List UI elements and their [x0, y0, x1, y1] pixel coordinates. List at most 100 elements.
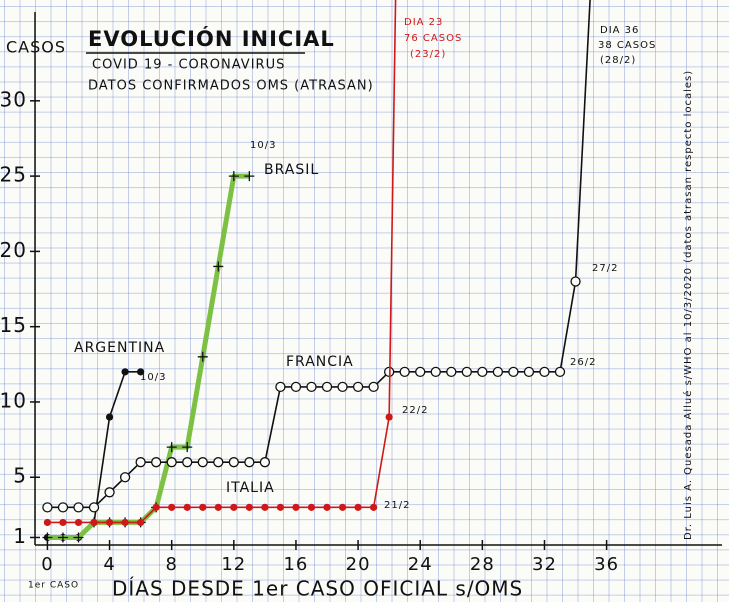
x-tick-label: 16	[283, 554, 308, 575]
point	[197, 351, 208, 362]
point	[306, 381, 317, 393]
annotation: 21/2	[384, 500, 410, 511]
x-origin-label: 1er CASO	[28, 581, 79, 591]
point	[183, 503, 191, 511]
annotation: (28/2)	[600, 55, 636, 66]
point	[492, 366, 504, 377]
x-tick-label: 4	[103, 554, 115, 575]
point	[59, 518, 67, 527]
series-line	[47, 0, 591, 509]
y-tick-label: 10	[0, 388, 27, 412]
point	[461, 366, 472, 377]
point	[121, 518, 129, 527]
point	[228, 171, 239, 182]
point	[523, 366, 535, 377]
x-tick-label: 12	[221, 554, 246, 575]
chart-subtitle: COVID 19 - CORONAVIRUS	[92, 58, 285, 73]
annotation: DIA 23	[404, 17, 443, 28]
point	[307, 503, 316, 511]
point	[321, 381, 333, 393]
point	[292, 503, 300, 511]
annotation: 38 CASOS	[598, 40, 656, 51]
point	[135, 457, 146, 468]
point	[137, 368, 145, 376]
plot-area	[42, 0, 591, 543]
x-axis-label: DÍAS DESDE 1er CASO OFICIAL s/OMS	[112, 577, 523, 601]
x-tick-label: 32	[532, 554, 557, 575]
point	[370, 503, 378, 511]
point	[57, 502, 69, 513]
point	[105, 413, 114, 421]
point	[105, 518, 114, 527]
annotation: 10/3	[140, 372, 166, 383]
point	[570, 276, 581, 287]
point	[104, 487, 115, 498]
point	[73, 532, 84, 543]
point	[290, 381, 302, 393]
x-tick-label: 8	[165, 554, 177, 575]
y-tick-label: 25	[0, 163, 27, 187]
point	[399, 366, 410, 377]
chart-note: DATOS CONFIRMADOS OMS (ATRASAN)	[88, 79, 374, 94]
point	[245, 503, 253, 511]
point	[446, 366, 457, 377]
point	[430, 366, 441, 377]
y-tick-label: 15	[0, 313, 27, 337]
point	[508, 366, 519, 377]
point	[261, 503, 269, 511]
x-tick-label: 28	[470, 554, 495, 575]
point	[276, 503, 285, 511]
point	[166, 457, 177, 468]
x-tick-label: 20	[346, 554, 371, 575]
point	[275, 381, 286, 393]
point	[57, 532, 68, 543]
point	[90, 518, 98, 527]
series-line	[47, 173, 250, 540]
point	[213, 457, 224, 468]
point	[415, 366, 426, 377]
series-label: BRASIL	[264, 162, 319, 178]
point	[151, 457, 162, 468]
point	[368, 381, 379, 393]
point	[88, 502, 100, 513]
point	[338, 503, 347, 511]
point	[228, 457, 239, 468]
point	[73, 502, 84, 513]
point	[74, 518, 83, 527]
side-note: Dr. Luis A. Quesada Allué s/WHO al 10/3/…	[682, 70, 694, 540]
series-line	[47, 371, 141, 539]
point	[244, 171, 255, 182]
point	[168, 503, 176, 511]
point	[166, 442, 177, 453]
annotation: 22/2	[402, 405, 428, 416]
chart-title: EVOLUCIÓN INICIAL	[88, 26, 335, 51]
point	[352, 381, 364, 393]
point	[385, 413, 393, 421]
x-tick-label: 36	[594, 554, 619, 575]
y-tick-label: 1	[13, 524, 27, 548]
x-tick-label: 0	[41, 554, 53, 575]
y-tick-label: 30	[0, 87, 27, 111]
point	[354, 503, 362, 511]
point	[337, 381, 348, 393]
point	[554, 366, 566, 377]
point	[213, 261, 224, 272]
point	[259, 457, 271, 468]
annotation: 27/2	[592, 263, 618, 274]
point	[323, 503, 331, 511]
series-label: FRANCIA	[286, 354, 354, 370]
y-axis-label: CASOS	[6, 38, 66, 57]
point	[137, 518, 145, 527]
point	[214, 503, 222, 511]
series-label: ARGENTINA	[74, 340, 165, 356]
point	[539, 366, 550, 377]
point	[42, 532, 53, 543]
point	[182, 442, 193, 453]
point	[182, 457, 193, 468]
annotation: DIA 36	[600, 25, 639, 36]
point	[244, 457, 255, 468]
point	[43, 518, 52, 527]
annotation: (23/2)	[410, 49, 446, 60]
point	[119, 472, 131, 483]
